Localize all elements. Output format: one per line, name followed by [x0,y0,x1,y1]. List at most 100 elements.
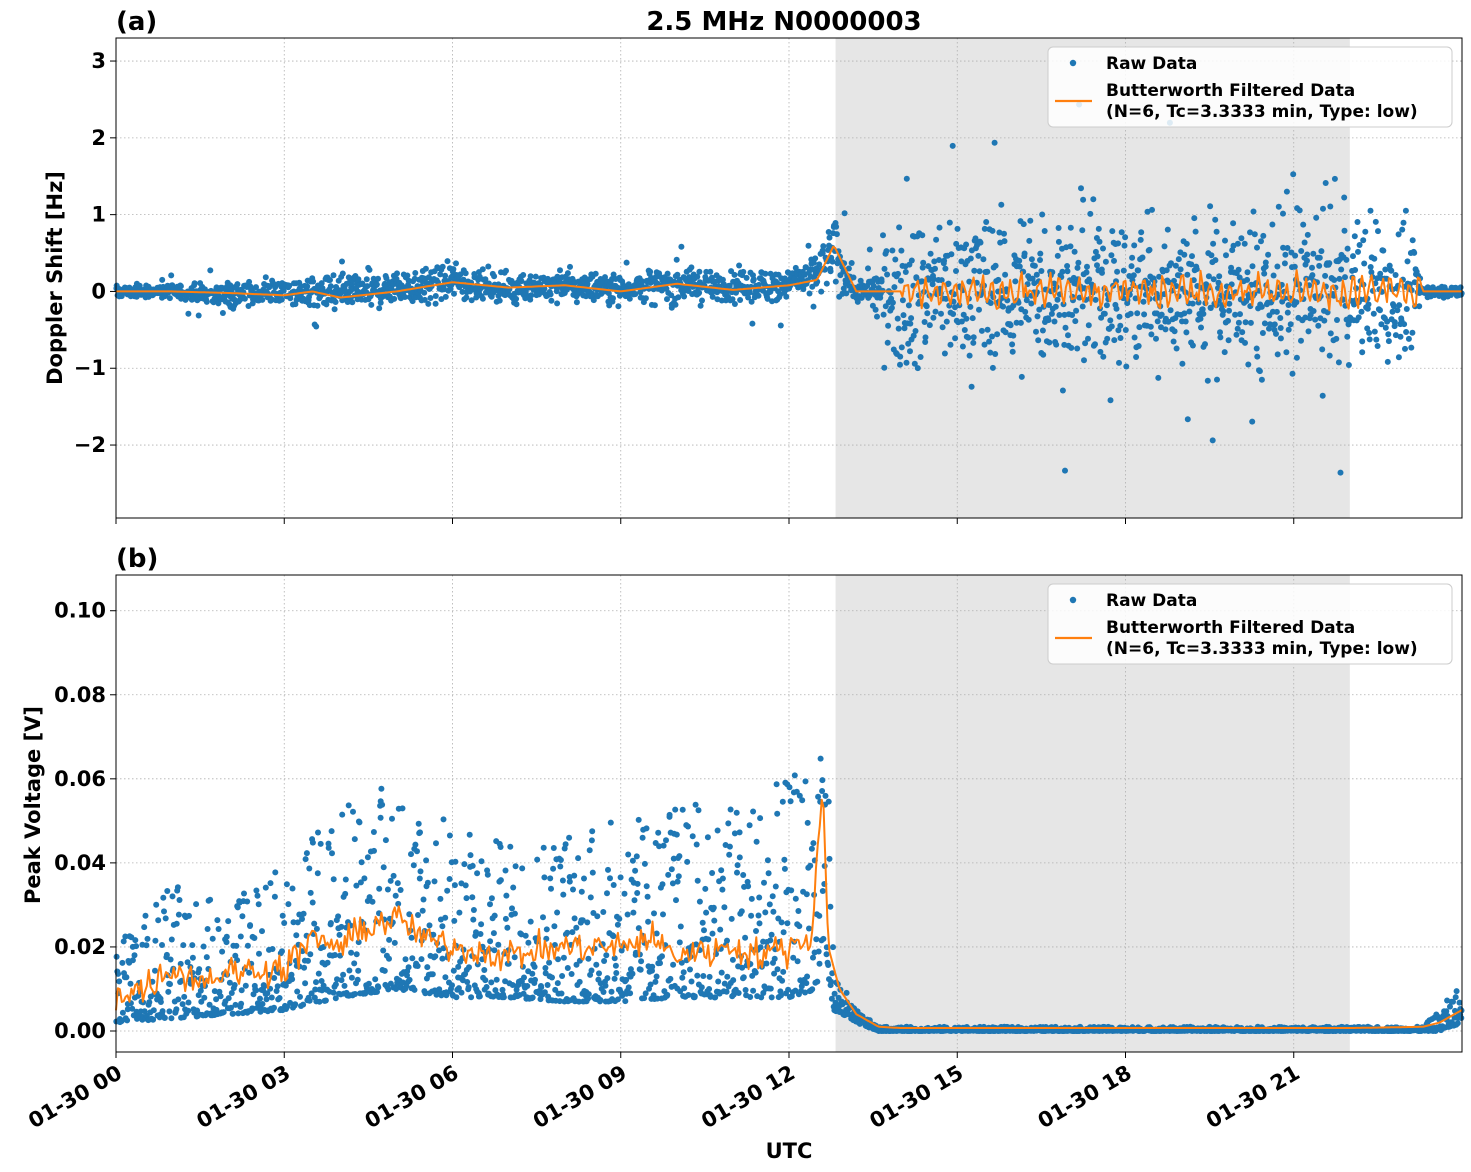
raw-point [685,823,691,830]
raw-point [843,290,850,297]
raw-point [602,274,608,281]
raw-point [998,201,1005,208]
raw-point [1354,219,1361,225]
raw-point [165,988,172,995]
raw-point [461,861,468,868]
raw-point [1001,238,1008,245]
raw-point [1403,329,1410,335]
raw-point [491,947,498,954]
raw-point [207,267,214,274]
raw-point [273,988,280,994]
raw-point [1360,237,1367,244]
raw-point [1265,251,1272,258]
panel-a-raw-points [113,101,1465,476]
raw-point [1108,323,1115,330]
raw-point [885,322,892,329]
raw-point [900,312,907,319]
raw-point [815,948,822,955]
raw-point [590,297,597,304]
raw-point [532,976,538,983]
raw-point [676,939,683,946]
raw-point [688,264,695,271]
raw-point [657,960,663,967]
raw-point [185,310,192,317]
raw-point [578,888,585,895]
raw-point [527,918,534,925]
raw-point [1129,254,1136,261]
raw-point [703,909,710,916]
raw-point [1074,264,1081,271]
raw-point [257,995,263,1002]
raw-point [1235,319,1242,326]
raw-point [1411,279,1418,286]
raw-point [1181,251,1188,258]
raw-point [1345,362,1352,368]
raw-point [271,1004,277,1011]
raw-point [747,994,754,1000]
raw-point [1327,203,1334,210]
raw-point [234,904,241,911]
raw-point [160,894,167,901]
raw-point [394,270,400,277]
raw-point [986,338,993,345]
raw-point [307,889,314,896]
raw-point [129,957,136,964]
raw-point [195,312,202,319]
raw-point [806,925,812,932]
raw-point [1373,336,1380,343]
raw-point [559,973,566,979]
raw-point [1175,256,1182,263]
raw-point [365,980,372,987]
raw-point [303,850,310,857]
raw-point [1310,250,1317,257]
raw-point [1204,377,1211,384]
raw-point [854,298,861,305]
raw-point [883,248,890,255]
raw-point [1277,335,1284,342]
raw-point [504,924,511,931]
raw-point [965,334,972,341]
raw-point [550,865,557,872]
raw-point [479,266,486,273]
x-axis-label: UTC [766,1139,813,1163]
raw-point [259,296,266,303]
raw-point [223,933,230,940]
raw-point [764,295,771,302]
raw-point [1149,206,1155,213]
raw-point [306,865,313,872]
raw-point [451,882,458,889]
raw-point [548,885,554,892]
raw-point [1401,321,1408,328]
raw-point [1316,262,1323,269]
raw-point [989,333,995,340]
raw-point [1457,284,1464,291]
raw-point [1241,240,1248,247]
raw-point [119,1009,126,1016]
raw-point [1104,335,1111,342]
raw-point [239,913,246,920]
raw-point [1073,307,1080,314]
raw-point [383,275,390,282]
raw-point [827,903,834,910]
raw-point [384,886,391,893]
raw-point [193,901,200,908]
raw-point [422,265,429,272]
raw-point [299,916,305,922]
raw-point [1135,267,1142,274]
raw-point [696,268,703,275]
raw-point [1100,245,1106,252]
raw-point [1092,296,1099,303]
raw-point [115,970,122,977]
raw-point [315,829,321,836]
raw-point [597,997,604,1003]
raw-point [1316,254,1323,261]
raw-point [116,978,123,985]
raw-point [623,976,630,983]
raw-point [1253,345,1260,352]
raw-point [714,827,721,834]
raw-point [319,987,325,994]
raw-point [564,965,571,971]
raw-point [1085,322,1092,329]
raw-point [317,840,324,847]
raw-point [1392,332,1399,339]
